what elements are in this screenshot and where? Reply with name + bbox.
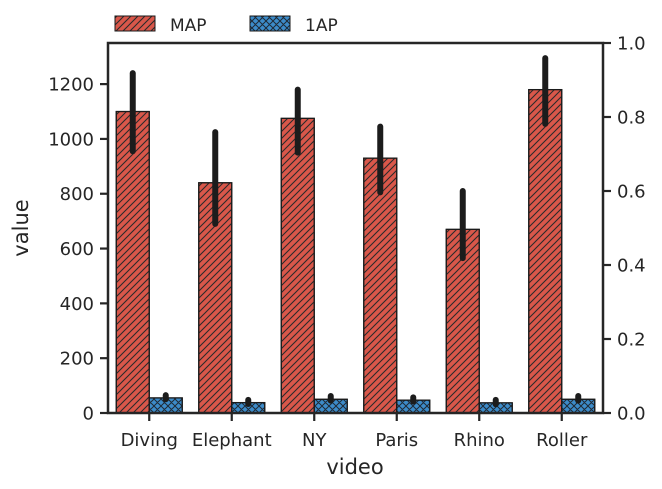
bar-hatch-map-diving (115, 110, 150, 414)
bar-hatch-map-ny (280, 117, 315, 414)
legend-label-1ap: 1AP (305, 16, 338, 36)
y-tick-label-200: 200 (60, 349, 94, 370)
legend: MAP 1AP (114, 15, 338, 36)
x-tick-label-diving: Diving (121, 430, 178, 451)
y2-tick-label-0-4: 0.4 (617, 256, 646, 277)
error-bars-layer (129, 55, 582, 408)
y2-tick-label-0-2: 0.2 (617, 330, 646, 351)
x-tick-label-paris: Paris (375, 430, 418, 451)
legend-item-map: MAP (114, 15, 207, 36)
y-axis-right: 0.0 0.2 0.4 0.6 0.8 1.0 (603, 34, 646, 425)
y-tick-label-600: 600 (60, 239, 94, 260)
y-tick-label-0: 0 (83, 404, 94, 425)
y2-tick-label-1-0: 1.0 (617, 34, 646, 55)
y-axis-title: value (9, 199, 33, 256)
x-tick-label-elephant: Elephant (192, 430, 272, 451)
x-tick-label-ny: NY (302, 430, 327, 451)
y-axis-left: 0 200 400 600 800 1000 1200 (48, 75, 108, 425)
bars-layer (115, 88, 596, 414)
y2-tick-label-0-0: 0.0 (617, 404, 646, 425)
bar-hatch-map-paris (363, 157, 398, 414)
bar-hatch-map-roller (528, 88, 563, 414)
legend-item-1ap: 1AP (249, 15, 338, 36)
legend-swatch-1ap-hatch (249, 15, 291, 32)
legend-label-map: MAP (170, 16, 207, 36)
x-tick-label-rhino: Rhino (454, 430, 505, 451)
y-tick-label-1000: 1000 (48, 129, 94, 150)
y2-tick-label-0-8: 0.8 (617, 108, 646, 129)
x-axis-title: video (326, 455, 383, 479)
y2-tick-label-0-6: 0.6 (617, 182, 646, 203)
legend-swatch-map-hatch (114, 15, 156, 32)
y-tick-label-400: 400 (60, 294, 94, 315)
y-tick-label-800: 800 (60, 184, 94, 205)
y-tick-label-1200: 1200 (48, 75, 94, 96)
x-tick-label-roller: Roller (536, 430, 588, 451)
plot-area-frame (106, 41, 605, 415)
x-axis: Diving Elephant NY Paris Rhino Roller (121, 413, 588, 451)
